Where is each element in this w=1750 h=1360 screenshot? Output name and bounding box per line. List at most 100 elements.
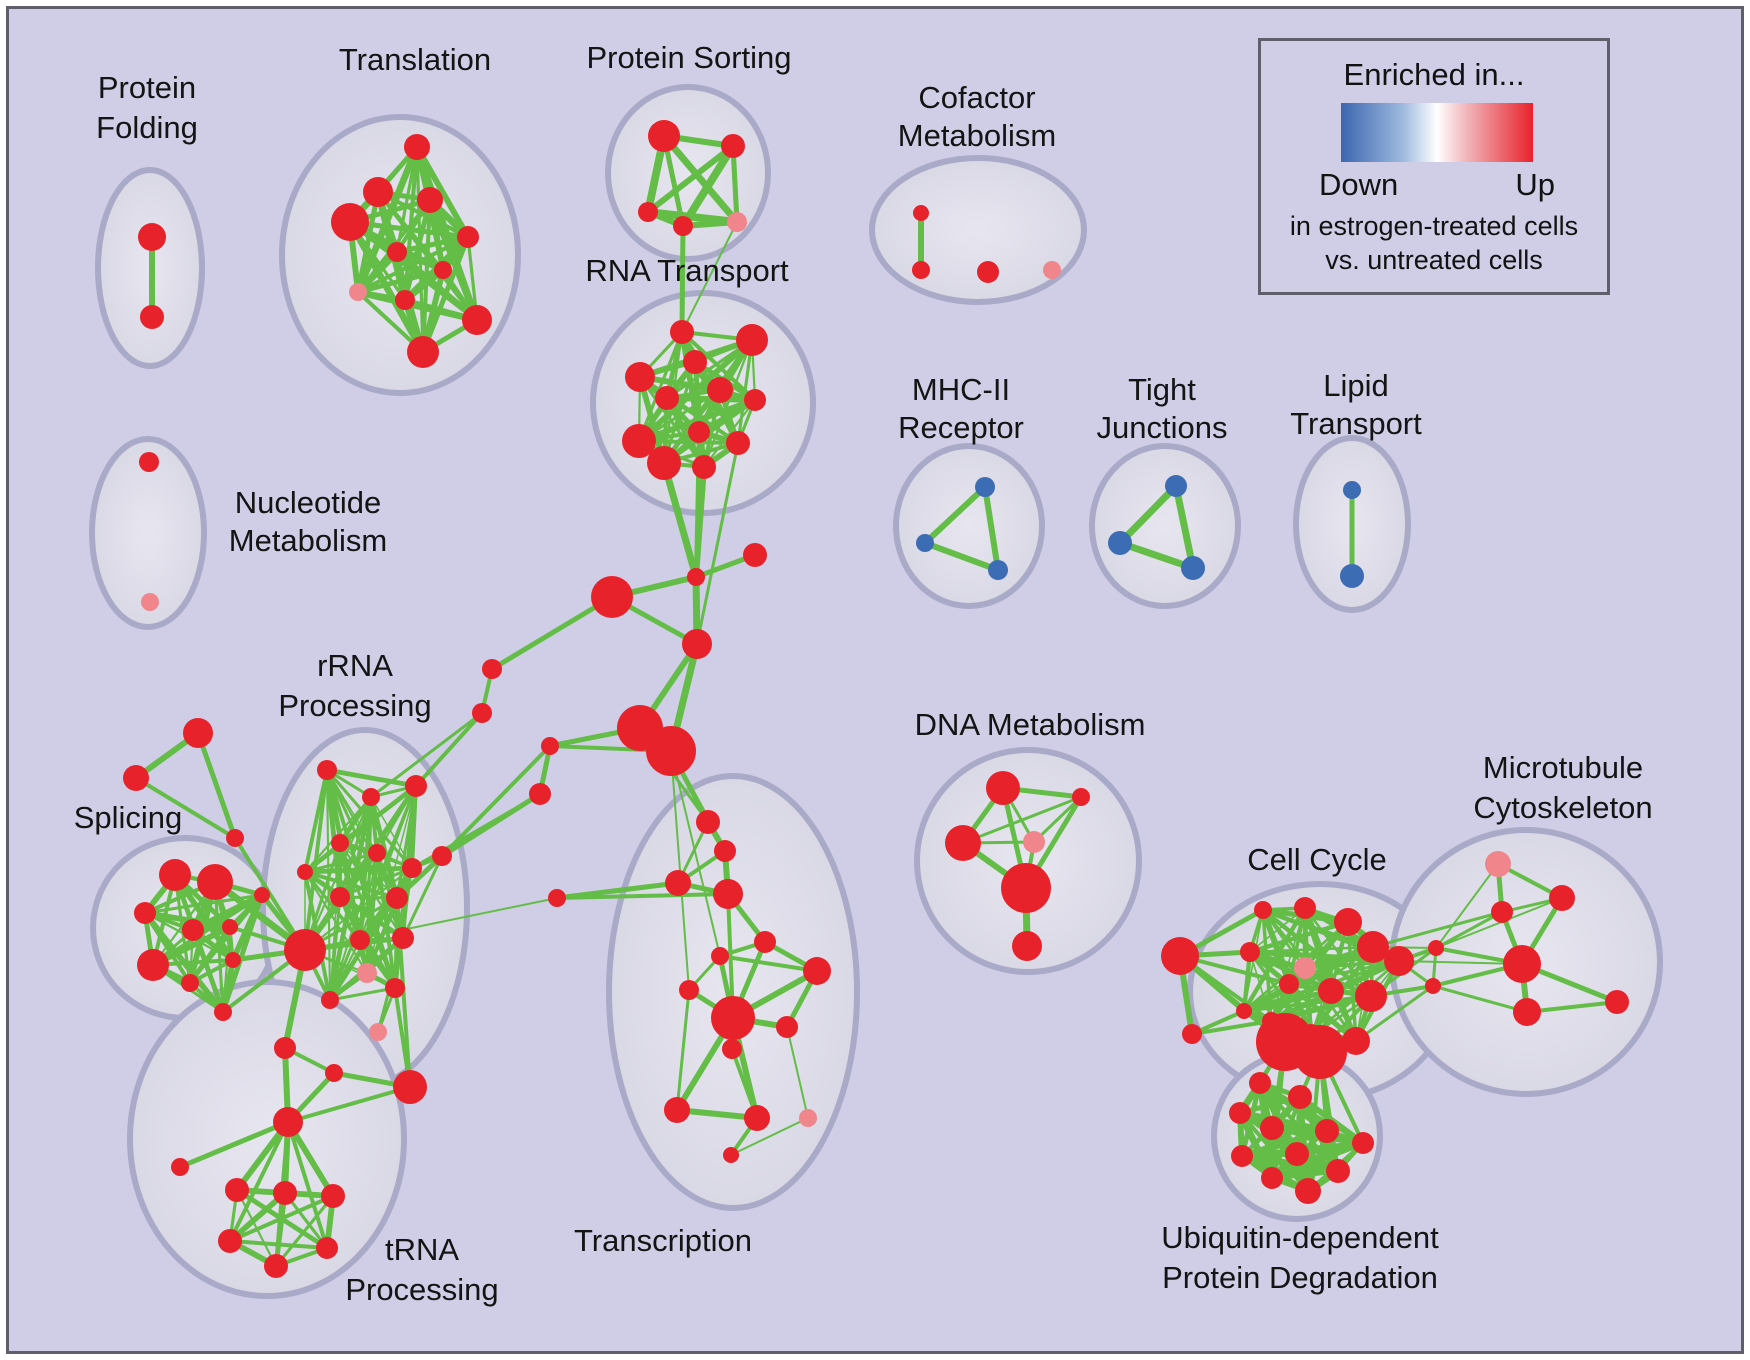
gene-set-node — [1249, 1072, 1271, 1094]
gene-set-node — [646, 726, 696, 776]
gene-set-node — [434, 261, 452, 279]
edge — [1525, 1000, 1619, 1014]
legend-subtitle-line1: in estrogen-treated cells — [1289, 211, 1579, 241]
gene-set-node — [1108, 531, 1132, 555]
edge — [1116, 482, 1180, 547]
gene-set-node — [363, 177, 393, 207]
gene-set-node — [197, 864, 233, 900]
gene-set-node — [385, 978, 405, 998]
cluster-label-trna_processing: tRNA — [385, 1232, 459, 1267]
gene-set-node — [622, 424, 656, 458]
edge — [1431, 984, 1529, 1014]
edge — [675, 988, 691, 1112]
gene-set-node — [683, 350, 707, 374]
gene-set-node — [225, 952, 241, 968]
edge — [670, 750, 721, 957]
gene-set-node — [913, 205, 929, 221]
gene-set-node — [1428, 940, 1444, 956]
gene-set-node — [331, 834, 349, 852]
gene-set-node — [134, 902, 156, 924]
gene-set-node — [123, 765, 149, 791]
edge — [982, 484, 1001, 573]
cluster-label-ubiquitin_degradation: Protein Degradation — [1162, 1260, 1438, 1295]
gene-set-node — [140, 305, 164, 329]
gene-set-node — [1240, 942, 1260, 962]
gene-set-node — [682, 629, 712, 659]
gene-set-node — [726, 431, 750, 455]
gene-set-node — [945, 825, 981, 861]
cluster-label-splicing: Splicing — [74, 800, 183, 835]
edge — [286, 1085, 412, 1124]
cluster-ellipse-trna_processing — [127, 979, 407, 1299]
edge — [489, 594, 615, 672]
edge — [637, 330, 684, 443]
legend-subtitle-line2: vs. untreated cells — [1325, 245, 1543, 275]
gene-set-node — [181, 974, 199, 992]
gene-set-node — [1293, 1025, 1347, 1079]
edge — [286, 1120, 329, 1250]
cluster-label-nucleotide_metabolism: Nucleotide — [235, 485, 381, 520]
edge — [369, 711, 484, 799]
gene-set-node — [975, 477, 995, 497]
gene-set-node — [1294, 957, 1316, 979]
gene-set-node — [405, 775, 427, 797]
cluster-label-dna_metabolism: DNA Metabolism — [915, 707, 1146, 742]
edge — [324, 767, 419, 789]
gene-set-node — [723, 1147, 739, 1163]
edge — [227, 1190, 288, 1244]
edge — [1116, 539, 1197, 572]
edge — [1435, 863, 1499, 949]
edge — [730, 1117, 809, 1156]
gene-set-node — [273, 1181, 297, 1205]
gene-set-node — [743, 543, 767, 567]
gene-set-node — [713, 879, 743, 909]
gene-set-node — [986, 771, 1020, 805]
gene-set-node — [297, 864, 313, 880]
cluster-label-lipid_transport: Transport — [1290, 406, 1422, 441]
edge — [274, 1194, 335, 1268]
gene-set-node — [218, 1229, 242, 1253]
edge — [233, 836, 307, 952]
gene-set-node — [727, 212, 747, 232]
gene-set-node — [321, 991, 339, 1009]
gene-set-node — [664, 1097, 690, 1123]
gene-set-node — [1485, 851, 1511, 877]
edge — [786, 1026, 809, 1119]
edge — [134, 776, 237, 840]
gene-set-node — [1288, 1085, 1312, 1109]
gene-set-node — [688, 421, 710, 443]
cluster-label-ubiquitin_degradation: Ubiquitin-dependent — [1161, 1220, 1439, 1255]
cluster-label-nucleotide_metabolism: Metabolism — [229, 523, 388, 558]
gene-set-node — [1425, 978, 1441, 994]
edge — [1242, 994, 1373, 1013]
gene-set-node — [1181, 556, 1205, 580]
edge — [702, 338, 754, 469]
gene-set-node — [625, 362, 655, 392]
gene-set-node — [711, 996, 755, 1040]
gene-set-node — [1260, 1116, 1284, 1140]
edge — [636, 397, 758, 444]
edge — [679, 142, 737, 230]
edge — [1172, 482, 1197, 572]
cluster-label-protein_sorting: Protein Sorting — [586, 40, 791, 75]
gene-set-node — [1491, 901, 1513, 923]
cluster-label-rna_transport: RNA Transport — [585, 253, 789, 288]
edge — [303, 851, 379, 874]
edge — [328, 986, 397, 1002]
edge — [1354, 984, 1435, 1043]
gene-set-node — [1043, 261, 1061, 279]
cluster-label-protein_folding: Folding — [96, 110, 198, 145]
gene-set-node — [736, 324, 768, 356]
gene-set-node — [803, 957, 831, 985]
gene-set-node — [673, 216, 693, 236]
legend-title: Enriched in... — [1343, 57, 1525, 92]
gene-set-node — [330, 887, 350, 907]
cluster-label-cofactor_metabolism: Cofactor — [918, 80, 1035, 115]
gene-set-node — [799, 1109, 817, 1127]
edge — [365, 896, 399, 975]
legend-up-label: Up — [1515, 167, 1555, 202]
gene-set-node — [1355, 980, 1387, 1012]
gene-set-node — [331, 203, 369, 241]
gene-set-node — [1605, 990, 1629, 1014]
